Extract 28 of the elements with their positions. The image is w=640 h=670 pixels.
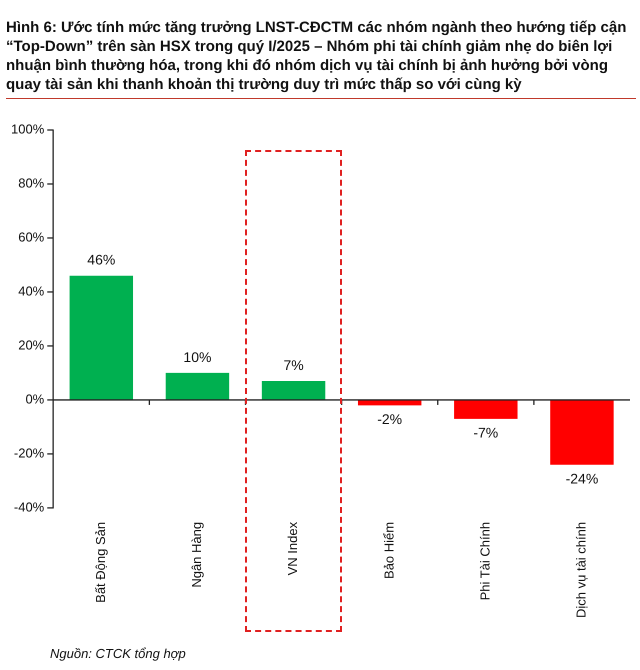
x-tick-label: Dịch vụ tài chính [574, 522, 589, 618]
x-tick-label: Ngân Hàng [189, 522, 204, 588]
bar [166, 372, 230, 400]
bar [454, 400, 518, 419]
x-tick-label: Bảo Hiểm [381, 522, 396, 579]
y-tick-label: 20% [18, 338, 45, 353]
bar [550, 400, 614, 465]
data-label: -24% [566, 470, 598, 487]
chart-title: Hình 6: Ước tính mức tăng trưởng LNST-CĐCTM các nhóm ngành theo hướng tiếp cận “Top-Down” trên sàn HSX trong quý I/2025 – Nhóm phi tài chính giảm nhẹ do biên lợi nhuận bình thường hóa, trong khi đó nhóm dịch vụ tài chính bị ảnh hưởng bởi vòng quay tài sản khi thanh khoản thị trường duy trì mức thấp so với cùng kỳ [6, 18, 636, 99]
y-tick-label: 80% [18, 176, 45, 191]
y-tick-label: 60% [18, 230, 45, 245]
y-tick-label: 0% [25, 392, 45, 407]
bar [358, 400, 422, 406]
y-tick-label: -20% [14, 445, 45, 460]
data-label: -2% [377, 411, 402, 428]
x-tick-label: Bất Động Sản [92, 522, 108, 603]
data-label: 46% [87, 252, 116, 268]
data-label: 7% [283, 356, 304, 373]
x-tick-label: Phi Tài Chính [477, 522, 492, 600]
y-tick-label: 40% [18, 284, 45, 299]
y-tick-label: 100% [11, 122, 45, 137]
data-label: -7% [473, 424, 498, 441]
x-tick-label: VN Index [285, 521, 300, 576]
bar [262, 381, 326, 400]
data-label: 10% [183, 348, 212, 365]
bar [70, 276, 134, 400]
y-tick-label: -40% [14, 499, 45, 514]
text: Nguồn: CTCK tổng hợp [50, 646, 186, 661]
